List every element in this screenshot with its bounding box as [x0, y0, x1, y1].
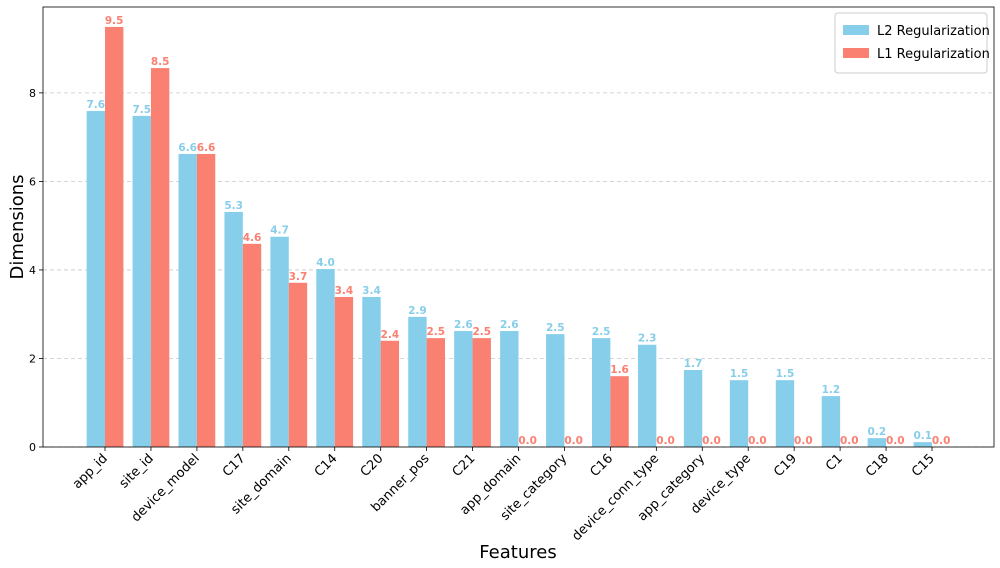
x-tick-label: C17 — [220, 451, 249, 480]
bar — [150, 68, 170, 447]
bar — [362, 296, 381, 447]
bar — [592, 338, 611, 447]
value-label: 2.4 — [381, 329, 400, 341]
legend-label: L1 Regularization — [877, 47, 990, 62]
value-label: 2.6 — [454, 319, 473, 331]
x-tick-label: C14 — [312, 451, 341, 480]
value-label: 0.0 — [794, 435, 813, 447]
value-label: 4.6 — [243, 232, 262, 244]
y-tick-label: 0 — [29, 441, 36, 454]
x-tick-label: C21 — [450, 451, 479, 480]
x-tick-label: C20 — [358, 451, 387, 480]
value-label: 8.5 — [151, 56, 170, 68]
bar — [132, 115, 151, 447]
value-label: 2.5 — [426, 326, 445, 338]
value-label: 9.5 — [105, 15, 124, 27]
bar — [288, 282, 308, 447]
value-label: 2.5 — [472, 326, 491, 338]
bar — [86, 111, 105, 448]
value-label: 2.5 — [592, 326, 611, 338]
value-label: 1.5 — [776, 368, 795, 380]
bar — [224, 211, 243, 447]
bar — [472, 338, 491, 447]
value-label: 0.0 — [748, 435, 767, 447]
bar — [178, 153, 197, 447]
bar — [637, 344, 657, 447]
plot-frame — [42, 6, 995, 448]
value-label: 0.0 — [656, 435, 675, 447]
bar — [546, 334, 565, 447]
bar — [105, 26, 124, 447]
x-tick-label: C15 — [909, 451, 938, 480]
x-tick-label: site_id — [117, 451, 157, 491]
y-tick-label: 6 — [29, 175, 36, 188]
value-label: 4.7 — [270, 225, 289, 237]
value-label: 0.2 — [868, 426, 887, 438]
x-tick-label: device_conn_type — [569, 451, 662, 544]
bar — [775, 380, 795, 447]
bar — [683, 369, 703, 447]
value-label: 2.6 — [500, 319, 519, 331]
x-tick-label: C16 — [587, 451, 616, 480]
legend-swatch — [843, 48, 869, 58]
value-label: 2.5 — [546, 322, 565, 334]
value-label: 0.0 — [518, 435, 537, 447]
value-label: 1.2 — [822, 384, 841, 396]
x-tick-label: app_id — [70, 451, 111, 492]
value-label: 3.7 — [289, 271, 308, 283]
value-label: 6.6 — [178, 142, 197, 154]
value-label: 6.6 — [197, 142, 216, 154]
x-tick-label: C18 — [863, 451, 892, 480]
value-label: 2.3 — [638, 333, 657, 345]
y-axis-label: Dimensions — [7, 174, 28, 279]
bar — [500, 331, 519, 447]
bar — [408, 316, 427, 447]
value-label: 1.6 — [610, 364, 629, 376]
value-label: 0.0 — [840, 435, 859, 447]
legend-frame — [834, 12, 988, 74]
value-label: 0.0 — [702, 435, 721, 447]
bar — [610, 376, 629, 447]
bar — [426, 338, 445, 447]
bar — [913, 442, 932, 447]
bar — [196, 153, 216, 447]
legend-swatch — [843, 25, 869, 35]
value-label: 4.0 — [316, 257, 335, 269]
y-tick-label: 8 — [29, 87, 36, 100]
bar — [454, 331, 473, 447]
y-tick-label: 4 — [29, 264, 36, 277]
value-label: 3.4 — [335, 285, 354, 297]
value-label: 5.3 — [224, 200, 243, 212]
bar — [380, 340, 400, 447]
value-label: 0.0 — [886, 435, 905, 447]
y-tick-label: 2 — [29, 352, 36, 365]
x-axis-label: Features — [479, 542, 556, 563]
x-tick-label: C19 — [771, 451, 800, 480]
value-label: 7.5 — [132, 104, 151, 116]
value-label: 1.7 — [684, 358, 703, 370]
bar — [729, 380, 749, 447]
value-label: 0.0 — [564, 435, 583, 447]
value-label: 0.1 — [914, 430, 933, 442]
value-label: 0.0 — [932, 435, 951, 447]
bar — [316, 269, 335, 447]
legend-label: L2 Regularization — [877, 24, 990, 39]
value-label: 3.4 — [362, 285, 381, 297]
bar — [821, 396, 841, 447]
legend: L2 Regularization L1 Regularization — [834, 12, 990, 74]
bar — [270, 236, 289, 447]
value-label: 1.5 — [730, 368, 749, 380]
bar — [334, 296, 354, 447]
bar — [242, 243, 262, 447]
x-tick-label: C1 — [823, 451, 846, 474]
bar — [867, 438, 887, 447]
value-label: 7.6 — [87, 99, 106, 111]
value-label: 2.9 — [408, 305, 427, 317]
